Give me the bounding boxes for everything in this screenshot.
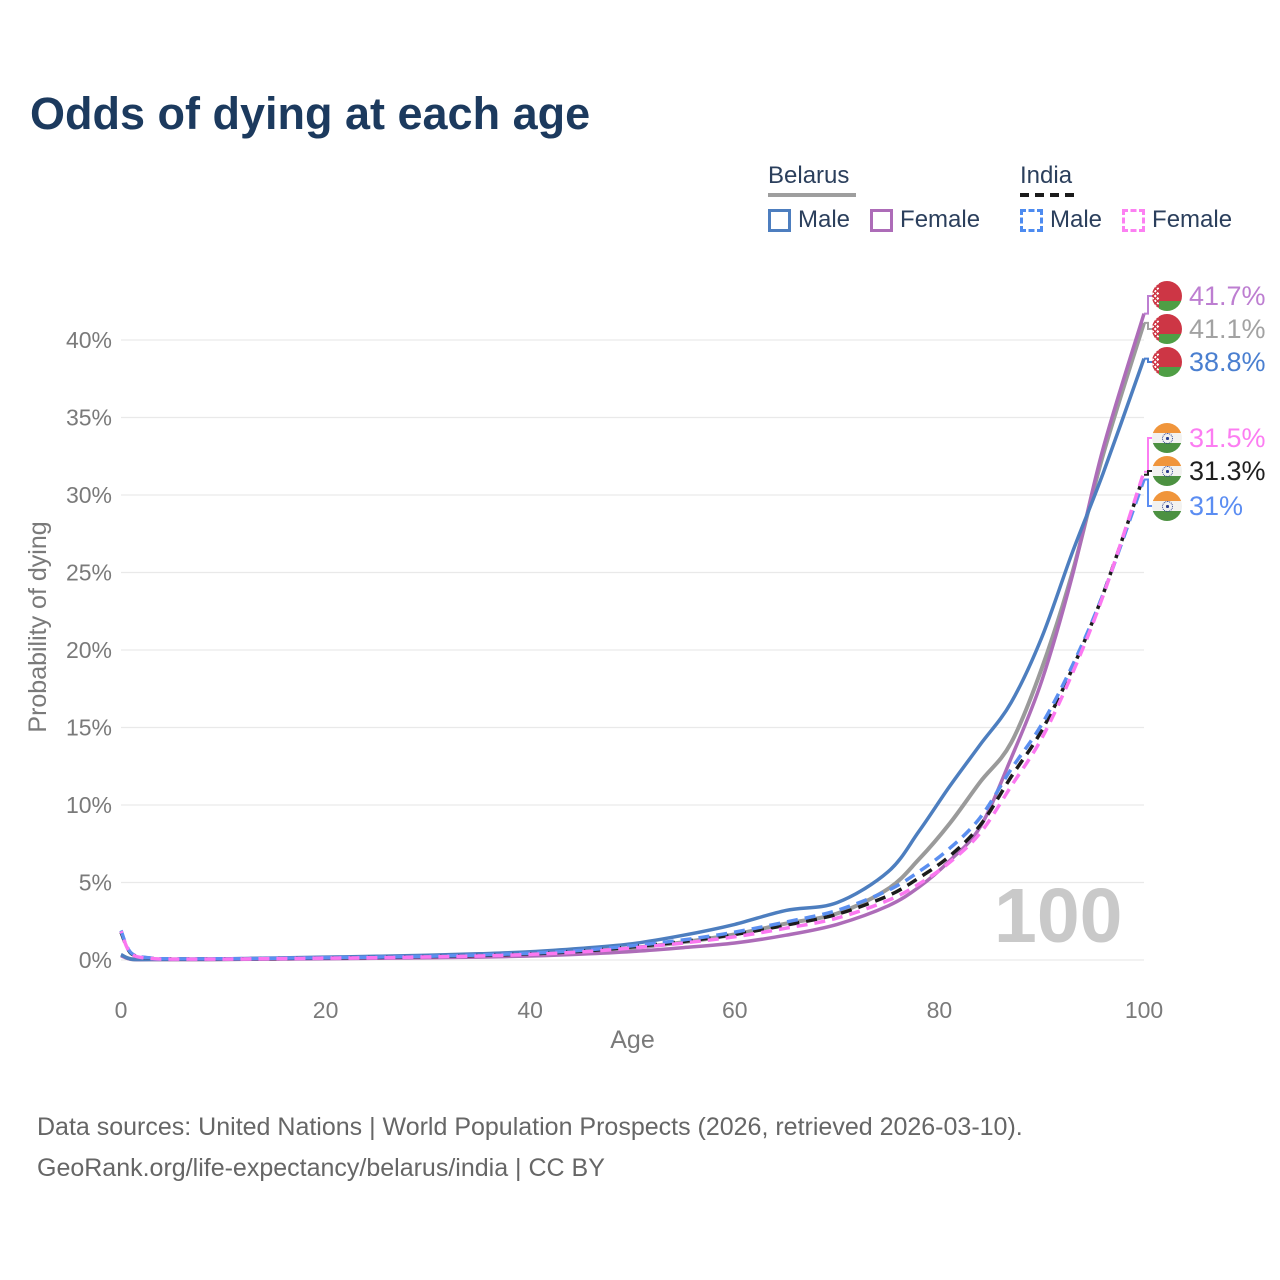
leader-line-india-both: [1144, 470, 1152, 476]
footer-data-sources: Data sources: United Nations | World Pop…: [37, 1113, 1023, 1141]
hover-age-watermark: 100: [994, 873, 1123, 959]
belarus-female-swatch-icon: [870, 208, 894, 232]
leader-lines: [1144, 295, 1152, 507]
end-label-value: 41.7%: [1189, 280, 1266, 311]
y-tick-label: 5%: [79, 870, 112, 896]
end-label-value: 31.5%: [1189, 422, 1266, 453]
legend-item-belarus-male-label: Male: [798, 206, 851, 233]
y-axis-title: Probability of dying: [24, 521, 52, 732]
legend-item-india-female-label: Female: [1152, 206, 1233, 233]
india-flag-icon: [1152, 423, 1182, 453]
legend-item-india-male[interactable]: Male: [1020, 206, 1102, 234]
belarus-flag-icon: [1152, 281, 1182, 311]
india-flag-icon: [1152, 456, 1182, 486]
y-tick-label: 0%: [79, 947, 112, 973]
legend-country-india[interactable]: India: [1020, 162, 1252, 197]
series-line-india-male[interactable]: [119, 478, 1146, 961]
x-tick-label: 40: [517, 997, 543, 1023]
y-tick-label: 40%: [66, 327, 112, 353]
leader-line-india-male: [1144, 478, 1152, 507]
india-flag-icon: [1152, 491, 1182, 521]
series-lines: [119, 313, 1146, 962]
end-label-india-male: 31%: [1152, 491, 1243, 521]
india-dashed-line-sample: [1020, 193, 1078, 197]
legend-country-india-label: India: [1020, 162, 1073, 189]
legend-item-belarus-female-label: Female: [900, 206, 981, 233]
end-label-value: 38.8%: [1189, 346, 1266, 377]
series-line-india-both[interactable]: [119, 474, 1146, 961]
leader-line-belarus-female: [1144, 295, 1152, 315]
y-tick-label: 10%: [66, 792, 112, 818]
legend-item-india-female[interactable]: Female: [1122, 206, 1232, 234]
footer: Data sources: United Nations | World Pop…: [37, 1107, 1023, 1189]
belarus-flag-icon: [1152, 314, 1182, 344]
india-female-swatch-icon: [1122, 208, 1146, 232]
end-label-belarus-female: 41.7%: [1152, 281, 1266, 311]
series-line-belarus-female[interactable]: [120, 313, 1146, 962]
india-male-swatch-icon: [1020, 208, 1043, 232]
end-label-value: 31%: [1189, 490, 1244, 521]
x-axis-title: Age: [610, 1026, 654, 1054]
axis-labels: 0 20 40 60 80 100 Age Probability of dying: [24, 521, 1163, 1054]
end-label-belarus-male: 38.8%: [1152, 347, 1266, 377]
series-line-belarus-male[interactable]: [120, 358, 1146, 962]
legend-country-belarus-label: Belarus: [768, 162, 850, 189]
y-tick-label: 20%: [66, 637, 112, 663]
x-tick-label: 20: [313, 997, 339, 1023]
legend-item-belarus-male[interactable]: Male: [768, 206, 850, 234]
page-title: Odds of dying at each age: [30, 88, 591, 139]
legend-item-india-male-label: Male: [1050, 206, 1103, 233]
y-tick-label: 25%: [66, 560, 112, 586]
legend-group-belarus: Belarus Male Female: [768, 162, 1000, 234]
x-tick-label: 80: [927, 997, 953, 1023]
series-line-india-female[interactable]: [119, 471, 1146, 961]
series-line-belarus-both[interactable]: [120, 322, 1146, 962]
end-label-india-female: 31.5%: [1152, 423, 1266, 453]
footer-attribution: GeoRank.org/life-expectancy/belarus/indi…: [37, 1154, 605, 1182]
end-label-india-both: 31.3%: [1152, 456, 1266, 486]
leader-line-belarus-male: [1144, 357, 1152, 363]
end-label-belarus-both: 41.1%: [1152, 314, 1266, 344]
x-tick-label: 60: [722, 997, 748, 1023]
y-tick-label: 15%: [66, 715, 112, 741]
x-tick-label: 0: [115, 997, 128, 1023]
legend-country-belarus[interactable]: Belarus: [768, 162, 1000, 197]
leader-line-belarus-both: [1144, 321, 1152, 330]
legend-item-belarus-female[interactable]: Female: [870, 206, 980, 234]
gridlines: 0% 5% 10% 15% 20% 25% 30% 35% 40%: [66, 327, 1144, 973]
y-tick-label: 30%: [66, 482, 112, 508]
end-label-value: 31.3%: [1189, 455, 1266, 486]
belarus-solid-line-sample: [768, 193, 856, 197]
end-label-value: 41.1%: [1189, 313, 1266, 344]
belarus-flag-icon: [1152, 347, 1182, 377]
y-tick-label: 35%: [66, 405, 112, 431]
leader-line-india-female: [1144, 437, 1152, 473]
belarus-male-swatch-icon: [768, 208, 791, 232]
x-tick-label: 100: [1125, 997, 1163, 1023]
legend-group-india: India Male Female: [1020, 162, 1252, 234]
